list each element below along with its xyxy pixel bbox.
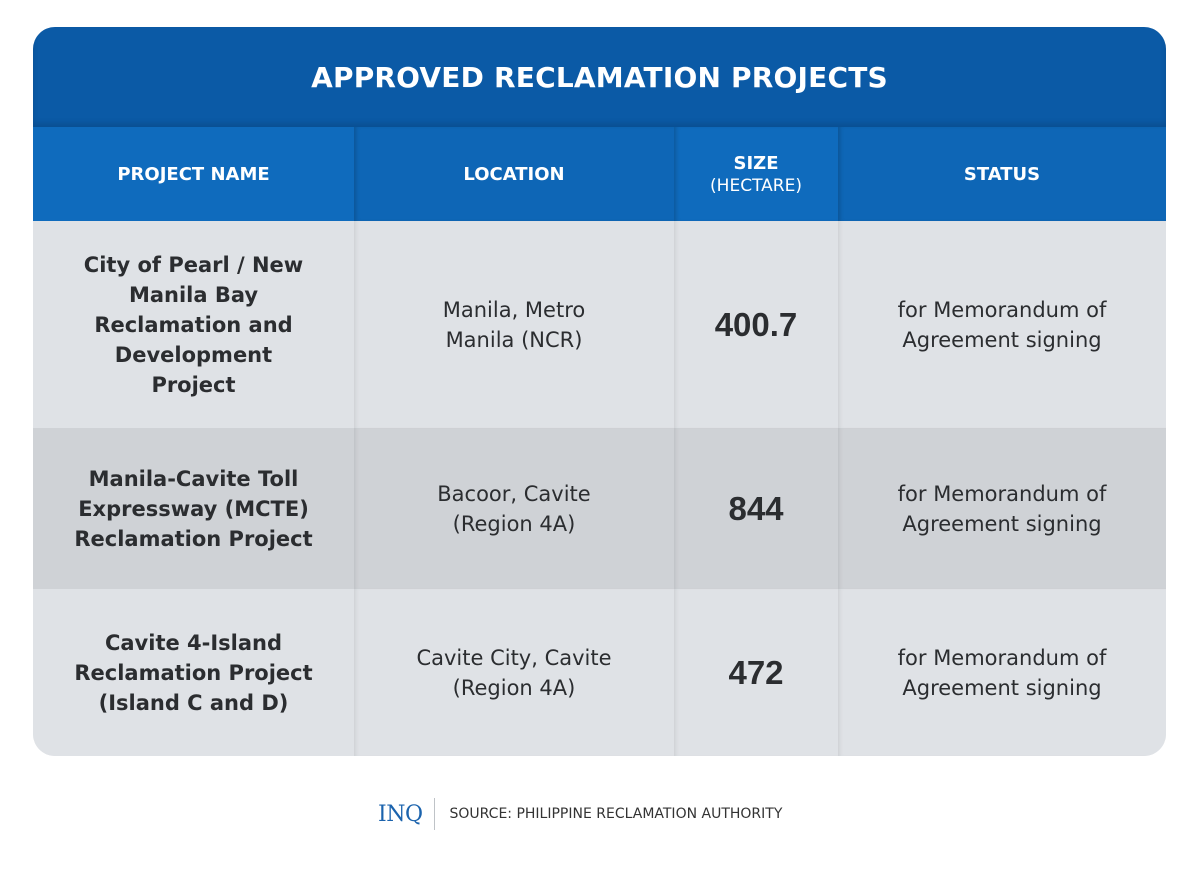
size-value: 472 [728,653,784,691]
location: Manila, Metro Manila (NCR) [442,297,586,352]
location: Cavite City, Cavite (Region 4A) [416,645,612,700]
source-credit: SOURCE: PHILIPPINE RECLAMATION AUTHORITY [449,806,783,822]
project-name: Manila-Cavite Toll Expressway (MCTE) Rec… [74,466,313,551]
table-row: Manila-Cavite Toll Expressway (MCTE) Rec… [33,428,1166,589]
project-name: Cavite 4-Island Reclamation Project (Isl… [74,630,313,715]
header-label: LOCATION [463,163,565,185]
header-label: PROJECT NAME [117,163,270,185]
size-cell: 844 [674,428,838,589]
header-location: LOCATION [354,127,674,221]
size-cell: 472 [674,589,838,756]
status-cell: for Memorandum of Agreement signing [838,221,1166,428]
header-sublabel: (HECTARE) [710,175,802,196]
footer-divider [434,798,436,830]
status: for Memorandum of Agreement signing [897,297,1107,352]
status: for Memorandum of Agreement signing [897,481,1107,536]
header-label: SIZE [733,152,779,174]
table-title: APPROVED RECLAMATION PROJECTS [311,60,888,94]
location-cell: Bacoor, Cavite (Region 4A) [354,428,674,589]
table-row: City of Pearl / New Manila Bay Reclamati… [33,221,1166,428]
table-header-row: PROJECT NAME LOCATION SIZE (HECTARE) STA… [33,127,1166,221]
title-bar: APPROVED RECLAMATION PROJECTS [33,27,1166,127]
project-name-cell: Manila-Cavite Toll Expressway (MCTE) Rec… [33,428,354,589]
status-cell: for Memorandum of Agreement signing [838,428,1166,589]
size-cell: 400.7 [674,221,838,428]
status-cell: for Memorandum of Agreement signing [838,589,1166,756]
location: Bacoor, Cavite (Region 4A) [437,481,591,536]
project-name: City of Pearl / New Manila Bay Reclamati… [83,252,304,397]
table-row: Cavite 4-Island Reclamation Project (Isl… [33,589,1166,756]
header-status: STATUS [838,127,1166,221]
location-cell: Cavite City, Cavite (Region 4A) [354,589,674,756]
projects-table: PROJECT NAME LOCATION SIZE (HECTARE) STA… [33,127,1166,756]
size-value: 844 [728,489,784,527]
location-cell: Manila, Metro Manila (NCR) [354,221,674,428]
footer: INQ SOURCE: PHILIPPINE RECLAMATION AUTHO… [378,797,782,831]
project-name-cell: City of Pearl / New Manila Bay Reclamati… [33,221,354,428]
reclamation-table-card: APPROVED RECLAMATION PROJECTS PROJECT NA… [33,27,1166,756]
header-label: STATUS [963,163,1041,185]
header-size: SIZE (HECTARE) [674,127,838,221]
inq-logo: INQ [378,801,423,827]
size-value: 400.7 [714,305,798,343]
header-project-name: PROJECT NAME [33,127,354,221]
status: for Memorandum of Agreement signing [897,645,1107,700]
project-name-cell: Cavite 4-Island Reclamation Project (Isl… [33,589,354,756]
